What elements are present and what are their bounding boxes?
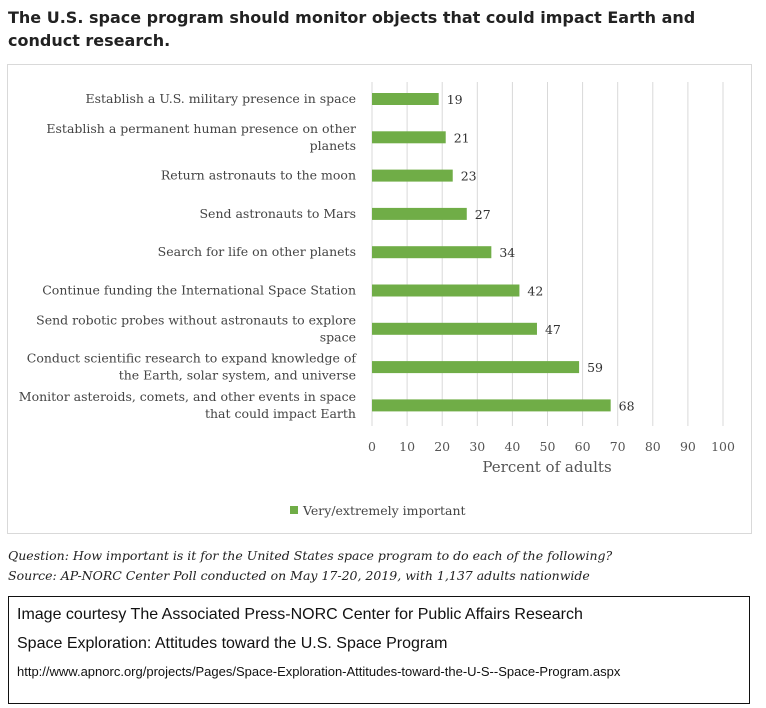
category-labels: Establish a U.S. military presence in sp… xyxy=(19,91,358,421)
bar-value-label: 34 xyxy=(499,245,515,260)
category-label: planets xyxy=(310,138,356,153)
question-note: Question: How important is it for the Un… xyxy=(8,548,613,563)
bar xyxy=(372,169,453,182)
x-tick-label: 10 xyxy=(399,439,415,454)
bar-value-label: 59 xyxy=(587,360,603,375)
x-axis-label: Percent of adults xyxy=(482,458,611,476)
bar xyxy=(372,207,467,220)
bar xyxy=(372,284,520,297)
bar-value-label: 47 xyxy=(545,322,561,337)
bar-value-label: 68 xyxy=(619,398,635,413)
x-tick-label: 60 xyxy=(575,439,591,454)
category-label: that could impact Earth xyxy=(205,406,356,421)
bar-value-label: 27 xyxy=(475,207,491,222)
x-tick-label: 90 xyxy=(680,439,696,454)
bars xyxy=(372,93,611,412)
category-label: Conduct scientific research to expand kn… xyxy=(27,351,358,366)
x-tick-label: 30 xyxy=(469,439,485,454)
credit-line-2: Space Exploration: Attitudes toward the … xyxy=(17,635,448,652)
bar xyxy=(372,361,580,374)
x-tick-label: 80 xyxy=(645,439,661,454)
category-label: space xyxy=(320,329,356,344)
credit-box: Image courtesy The Associated Press-NORC… xyxy=(8,596,750,704)
bar-value-label: 21 xyxy=(454,130,470,145)
credit-url: http://www.apnorc.org/projects/Pages/Spa… xyxy=(17,664,621,679)
bar-value-label: 23 xyxy=(461,169,477,184)
x-tick-labels: 0 10 20 30 40 50 60 70 80 90 100 xyxy=(368,439,735,454)
bar xyxy=(372,246,492,259)
bar xyxy=(372,399,611,412)
bar-value-label: 19 xyxy=(447,92,463,107)
x-tick-label: 40 xyxy=(504,439,520,454)
x-tick-label: 20 xyxy=(434,439,450,454)
value-labels: 19 21 23 27 34 42 47 59 68 xyxy=(447,92,635,413)
x-tick-label: 70 xyxy=(610,439,626,454)
legend-label: Very/extremely important xyxy=(302,503,466,518)
bar xyxy=(372,93,439,105)
category-label: Send astronauts to Mars xyxy=(199,206,356,221)
category-label: the Earth, solar system, and universe xyxy=(119,368,356,383)
category-label: Send robotic probes without astronauts t… xyxy=(36,312,356,327)
x-tick-label: 0 xyxy=(368,439,376,454)
x-tick-label: 100 xyxy=(711,439,735,454)
category-label: Continue funding the International Space… xyxy=(42,283,356,298)
source-note: Source: AP-NORC Center Poll conducted on… xyxy=(8,568,590,583)
x-tick-label: 50 xyxy=(540,439,556,454)
category-label: Establish a U.S. military presence in sp… xyxy=(85,91,356,106)
category-label: Search for life on other planets xyxy=(158,244,356,259)
bar xyxy=(372,131,446,144)
category-label: Establish a permanent human presence on … xyxy=(46,121,356,136)
credit-line-1: Image courtesy The Associated Press-NORC… xyxy=(17,606,583,623)
category-label: Monitor asteroids, comets, and other eve… xyxy=(19,389,356,404)
category-label: Return astronauts to the moon xyxy=(161,168,356,183)
chart-title: The U.S. space program should monitor ob… xyxy=(8,8,696,50)
legend-swatch xyxy=(290,506,298,514)
bar xyxy=(372,322,537,335)
bar-value-label: 42 xyxy=(527,284,543,299)
